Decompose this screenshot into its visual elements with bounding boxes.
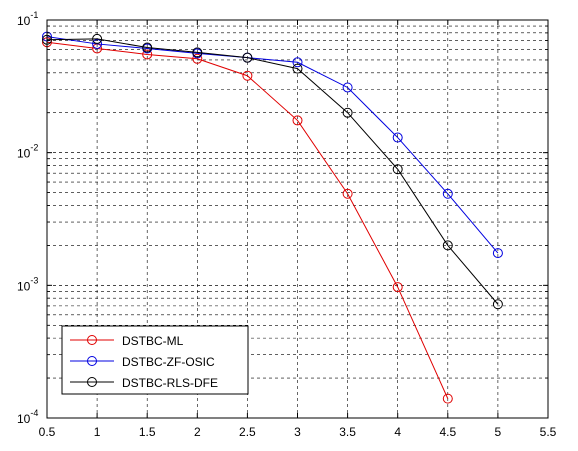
x-tick-label: 1: [94, 425, 101, 439]
data-point: [342, 188, 353, 199]
ticks: 0.5 1 1.5 2 2.5 3 3.5 4 4.5 5 5.5 10-4 10-3 10-2 10-1: [17, 10, 557, 439]
y-tick-label: 10-3: [17, 275, 38, 293]
data-point: [292, 115, 303, 126]
legend: DSTBC-ML DSTBC-ZF-OSIC DSTBC-RLS-DFE: [61, 325, 249, 395]
y-tick-label: 10-1: [17, 10, 38, 28]
data-point: [242, 52, 253, 63]
data-point: [392, 282, 403, 293]
legend-label: DSTBC-RLS-DFE: [122, 376, 218, 390]
data-point: [142, 42, 153, 53]
x-tick-label: 4: [394, 425, 401, 439]
x-tick-label: 4.5: [439, 425, 456, 439]
data-point: [492, 299, 503, 310]
series-layer: [42, 31, 503, 404]
x-tick-label: 1.5: [139, 425, 156, 439]
legend-item: DSTBC-RLS-DFE: [70, 376, 218, 390]
series-DSTBC-RLS-DFE: [42, 33, 503, 310]
x-tick-label: 0.5: [39, 425, 56, 439]
data-point: [92, 38, 103, 49]
legend-item: DSTBC-ZF-OSIC: [70, 355, 215, 369]
series-line: [46, 36, 499, 254]
data-point: [292, 57, 303, 68]
x-tick-label: 5.5: [540, 425, 557, 439]
data-point: [142, 49, 153, 60]
data-point: [192, 53, 203, 64]
data-point: [442, 188, 453, 199]
series-line: [46, 41, 449, 399]
legend-item: DSTBC-ML: [70, 334, 184, 348]
x-tick-label: 3: [294, 425, 301, 439]
legend-label: DSTBC-ML: [122, 334, 184, 348]
legend-label: DSTBC-ZF-OSIC: [122, 355, 215, 369]
data-point: [442, 240, 453, 251]
x-tick-label: 5: [495, 425, 502, 439]
x-tick-label: 2.5: [239, 425, 256, 439]
y-tick-label: 10-4: [17, 408, 38, 426]
data-point: [342, 107, 353, 118]
data-point: [442, 393, 453, 404]
series-line: [46, 38, 499, 305]
data-point: [92, 33, 103, 44]
data-point: [242, 70, 253, 81]
data-point: [492, 248, 503, 259]
y-tick-label: 10-2: [17, 143, 38, 161]
x-tick-label: 3.5: [339, 425, 356, 439]
data-point: [342, 82, 353, 93]
data-point: [392, 164, 403, 175]
data-point: [192, 47, 203, 58]
data-point: [292, 63, 303, 74]
data-point: [392, 132, 403, 143]
x-tick-label: 2: [194, 425, 201, 439]
legend-box: [61, 325, 249, 395]
legend-marker: [87, 377, 97, 387]
series-DSTBC-ML: [42, 37, 453, 404]
legend-marker: [87, 335, 97, 345]
legend-marker: [87, 356, 97, 366]
